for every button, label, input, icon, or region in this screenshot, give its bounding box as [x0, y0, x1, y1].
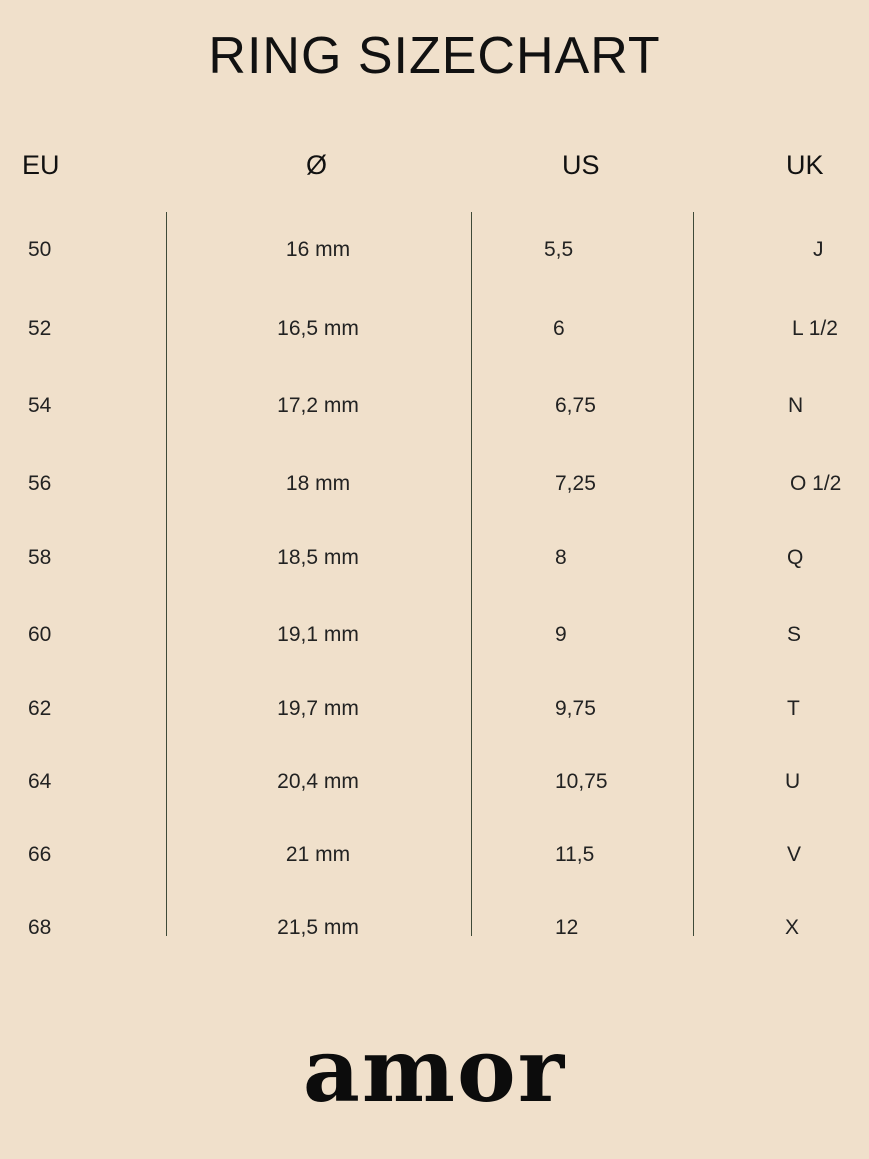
- cell-diameter: 16 mm: [285, 238, 351, 261]
- column-divider: [471, 212, 472, 936]
- cell-diameter: 19,1 mm: [277, 623, 359, 646]
- cell-uk: Q: [787, 546, 804, 569]
- cell-diameter: 19,7 mm: [277, 697, 359, 720]
- cell-diameter: 18,5 mm: [277, 546, 359, 569]
- cell-us: 6: [553, 317, 565, 340]
- amor-logo: amor: [302, 1018, 567, 1122]
- cell-eu: 66: [28, 843, 52, 866]
- cell-uk: S: [787, 623, 802, 646]
- column-divider: [693, 212, 694, 936]
- column-divider: [166, 212, 167, 936]
- cell-uk: J: [813, 238, 824, 261]
- cell-us: 7,25: [555, 472, 596, 495]
- cell-eu: 64: [28, 770, 52, 793]
- cell-us: 12: [555, 916, 579, 939]
- cell-us: 8: [555, 546, 567, 569]
- cell-uk: T: [787, 697, 800, 720]
- cell-eu: 56: [28, 472, 52, 495]
- page-title: RING SIZECHART: [208, 27, 661, 85]
- cell-eu: 54: [28, 394, 52, 417]
- cell-eu: 62: [28, 697, 52, 720]
- header-eu: EU: [22, 150, 60, 180]
- cell-diameter: 18 mm: [285, 472, 351, 495]
- cell-us: 6,75: [555, 394, 596, 417]
- cell-uk: X: [785, 916, 800, 939]
- cell-eu: 52: [28, 317, 52, 340]
- cell-us: 9: [555, 623, 567, 646]
- cell-diameter: 21,5 mm: [277, 916, 359, 939]
- cell-us: 11,5: [555, 843, 595, 866]
- header-diameter: Ø: [306, 150, 328, 180]
- cell-eu: 68: [28, 916, 52, 939]
- cell-diameter: 20,4 mm: [277, 770, 359, 793]
- cell-uk: U: [785, 770, 801, 793]
- cell-eu: 60: [28, 623, 52, 646]
- header-uk: UK: [786, 150, 824, 180]
- cell-us: 9,75: [555, 697, 596, 720]
- header-us: US: [562, 150, 600, 180]
- cell-us: 5,5: [544, 238, 574, 261]
- cell-uk: O 1/2: [790, 472, 842, 495]
- cell-diameter: 17,2 mm: [277, 394, 359, 417]
- cell-eu: 58: [28, 546, 52, 569]
- cell-eu: 50: [28, 238, 52, 261]
- cell-uk: L 1/2: [792, 317, 838, 340]
- cell-uk: N: [788, 394, 804, 417]
- cell-diameter: 21 mm: [285, 843, 351, 866]
- cell-diameter: 16,5 mm: [277, 317, 359, 340]
- cell-uk: V: [787, 843, 802, 866]
- cell-us: 10,75: [555, 770, 608, 793]
